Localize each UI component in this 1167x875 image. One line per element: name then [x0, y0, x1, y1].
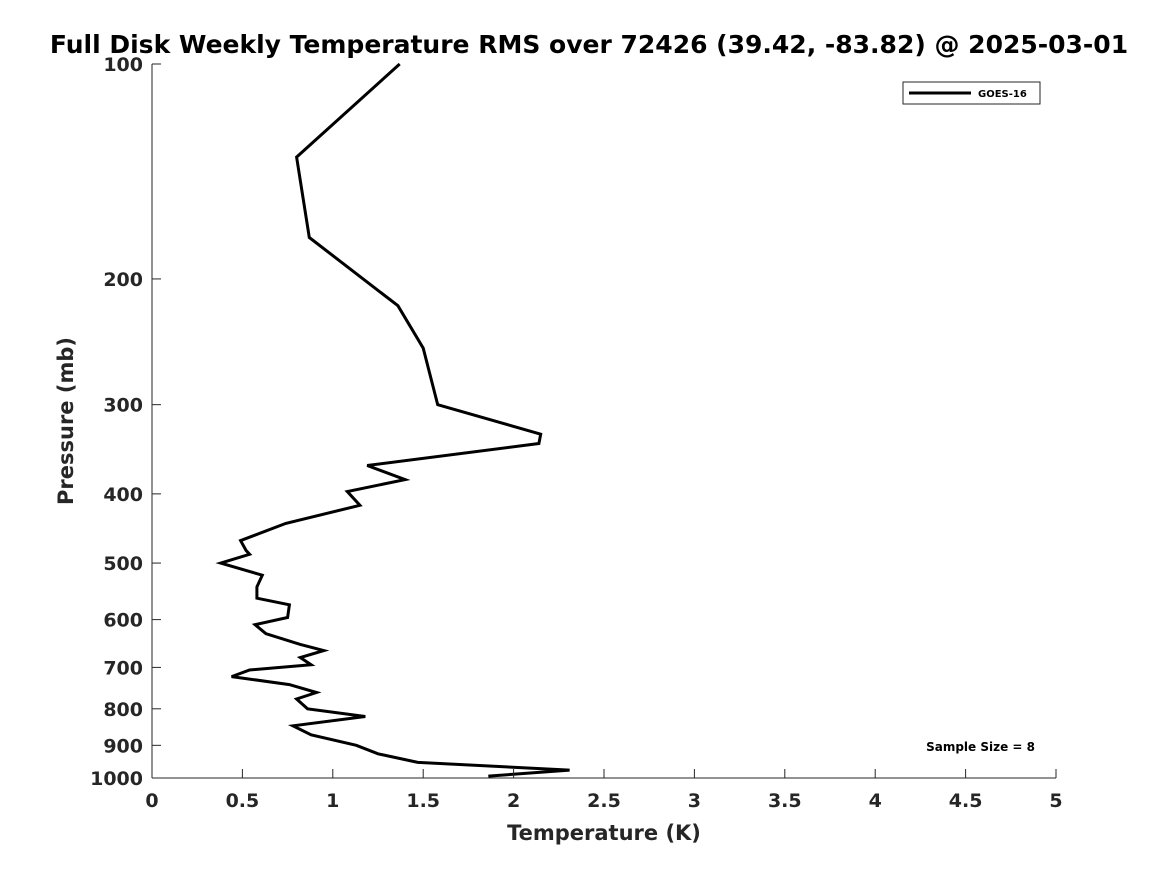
y-axis: 100 200 300 400 500 600 700 800 900 1000 — [90, 54, 161, 790]
series-line-goes-16 — [215, 62, 570, 778]
x-axis-label: Temperature (K) — [507, 821, 701, 845]
x-tick-label: 3 — [688, 790, 701, 812]
y-tick-label: 200 — [103, 269, 143, 291]
y-tick-label: 900 — [103, 735, 143, 757]
y-tick-label: 600 — [103, 610, 143, 632]
x-axis: 0 0.5 1 1.5 2 2.5 3 3.5 4 4.5 5 — [145, 769, 1063, 812]
x-tick-label: 5 — [1049, 790, 1062, 812]
x-tick-label: 1.5 — [406, 790, 440, 812]
x-tick-label: 2 — [507, 790, 520, 812]
y-tick-label: 300 — [103, 395, 143, 417]
y-tick-label: 700 — [103, 657, 143, 679]
y-tick-label: 100 — [103, 54, 143, 76]
y-tick-label: 800 — [103, 699, 143, 721]
y-tick-label: 500 — [103, 553, 143, 575]
legend-box — [902, 81, 1041, 105]
chart-title: Full Disk Weekly Temperature RMS over 72… — [50, 30, 1128, 59]
legend-label-goes-16: GOES-16 — [978, 89, 1027, 100]
y-axis-label: Pressure (mb) — [54, 337, 78, 505]
x-tick-label: 4.5 — [949, 790, 983, 812]
x-tick-label: 1 — [326, 790, 339, 812]
x-tick-label: 3.5 — [768, 790, 802, 812]
x-tick-label: 4 — [869, 790, 882, 812]
sample-size-annotation: Sample Size = 8 — [926, 740, 1035, 754]
legend: GOES-16 — [902, 81, 1041, 105]
x-tick-label: 0.5 — [226, 790, 260, 812]
x-tick-label: 2.5 — [587, 790, 621, 812]
plot-area — [215, 62, 570, 778]
x-tick-label: 0 — [145, 790, 158, 812]
y-tick-label: 400 — [103, 484, 143, 506]
y-tick-label: 1000 — [90, 768, 143, 790]
